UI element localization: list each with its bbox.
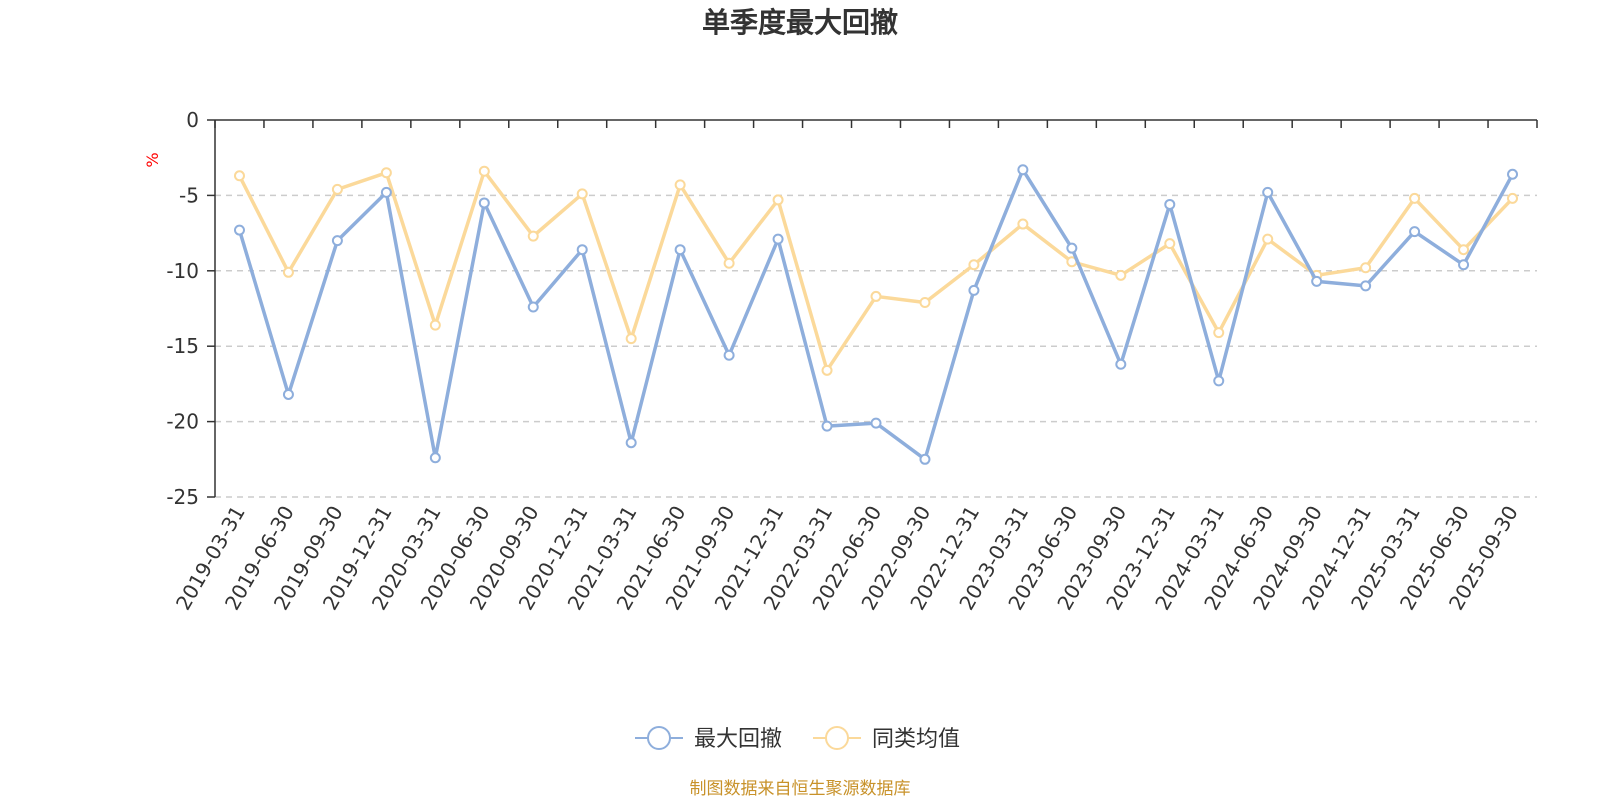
data-point-peer-average: [233, 170, 245, 182]
data-point-max-drawdown: [919, 453, 931, 465]
data-point-peer-average: [723, 257, 735, 269]
data-point-max-drawdown: [1115, 358, 1127, 370]
data-point-max-drawdown: [1458, 259, 1470, 271]
legend-label-peer-average: 同类均值: [872, 727, 960, 752]
data-point-peer-average: [1213, 327, 1225, 339]
legend-item-peer-average[interactable]: 同类均值: [813, 726, 960, 752]
data-point-max-drawdown: [1213, 375, 1225, 387]
data-point-max-drawdown: [282, 388, 294, 400]
data-point-peer-average: [968, 259, 980, 271]
y-tick-label: -15: [166, 334, 199, 358]
legend-marker-max-drawdown: [647, 726, 671, 750]
data-point-peer-average: [478, 165, 490, 177]
y-tick-label: -10: [166, 259, 199, 283]
data-point-max-drawdown: [1409, 226, 1421, 238]
data-point-peer-average: [870, 290, 882, 302]
legend-item-max-drawdown[interactable]: 最大回撤: [635, 726, 782, 752]
data-point-peer-average: [1115, 269, 1127, 281]
data-point-peer-average: [625, 333, 637, 345]
data-point-max-drawdown: [821, 420, 833, 432]
y-tick-label: -20: [166, 410, 199, 434]
data-point-max-drawdown: [478, 197, 490, 209]
data-point-max-drawdown: [233, 224, 245, 236]
data-point-max-drawdown: [576, 244, 588, 256]
data-point-max-drawdown: [772, 233, 784, 245]
data-point-peer-average: [821, 364, 833, 376]
source-note: 制图数据来自恒生聚源数据库: [690, 779, 911, 799]
data-point-max-drawdown: [870, 417, 882, 429]
data-point-peer-average: [1262, 233, 1274, 245]
data-point-max-drawdown: [1066, 242, 1078, 254]
data-point-max-drawdown: [331, 235, 343, 247]
data-point-peer-average: [674, 179, 686, 191]
y-axis-unit-label: %: [143, 152, 162, 167]
data-point-max-drawdown: [1311, 275, 1323, 287]
data-point-max-drawdown: [723, 349, 735, 361]
data-point-max-drawdown: [527, 301, 539, 313]
y-tick-label: -5: [179, 183, 199, 207]
data-point-max-drawdown: [380, 186, 392, 198]
data-point-max-drawdown: [1507, 168, 1519, 180]
legend-marker-peer-average: [825, 726, 849, 750]
data-point-peer-average: [331, 183, 343, 195]
data-point-peer-average: [1164, 238, 1176, 250]
data-point-max-drawdown: [1262, 186, 1274, 198]
series-layer: [233, 164, 1519, 465]
data-point-max-drawdown: [1017, 164, 1029, 176]
data-point-max-drawdown: [429, 452, 441, 464]
y-tick-label: 0: [186, 108, 199, 132]
legend-label-max-drawdown: 最大回撤: [694, 727, 782, 752]
data-point-max-drawdown: [674, 244, 686, 256]
y-tick-label: -25: [166, 485, 199, 509]
data-point-max-drawdown: [1164, 198, 1176, 210]
data-point-peer-average: [1360, 262, 1372, 274]
data-point-peer-average: [380, 167, 392, 179]
data-point-peer-average: [1409, 192, 1421, 204]
data-point-peer-average: [282, 266, 294, 278]
data-point-peer-average: [1458, 244, 1470, 256]
data-point-peer-average: [1017, 218, 1029, 230]
axis-layer: 0-5-10-15-20-252019-03-312019-06-302019-…: [166, 108, 1538, 614]
legend[interactable]: 最大回撤 同类均值: [635, 726, 960, 752]
data-point-peer-average: [772, 194, 784, 206]
data-point-max-drawdown: [968, 284, 980, 296]
data-point-peer-average: [429, 319, 441, 331]
data-point-max-drawdown: [625, 437, 637, 449]
data-point-peer-average: [919, 296, 931, 308]
data-point-max-drawdown: [1360, 280, 1372, 292]
data-point-peer-average: [527, 230, 539, 242]
data-point-peer-average: [576, 188, 588, 200]
chart-title: 单季度最大回撤: [702, 6, 898, 39]
data-point-peer-average: [1507, 192, 1519, 204]
